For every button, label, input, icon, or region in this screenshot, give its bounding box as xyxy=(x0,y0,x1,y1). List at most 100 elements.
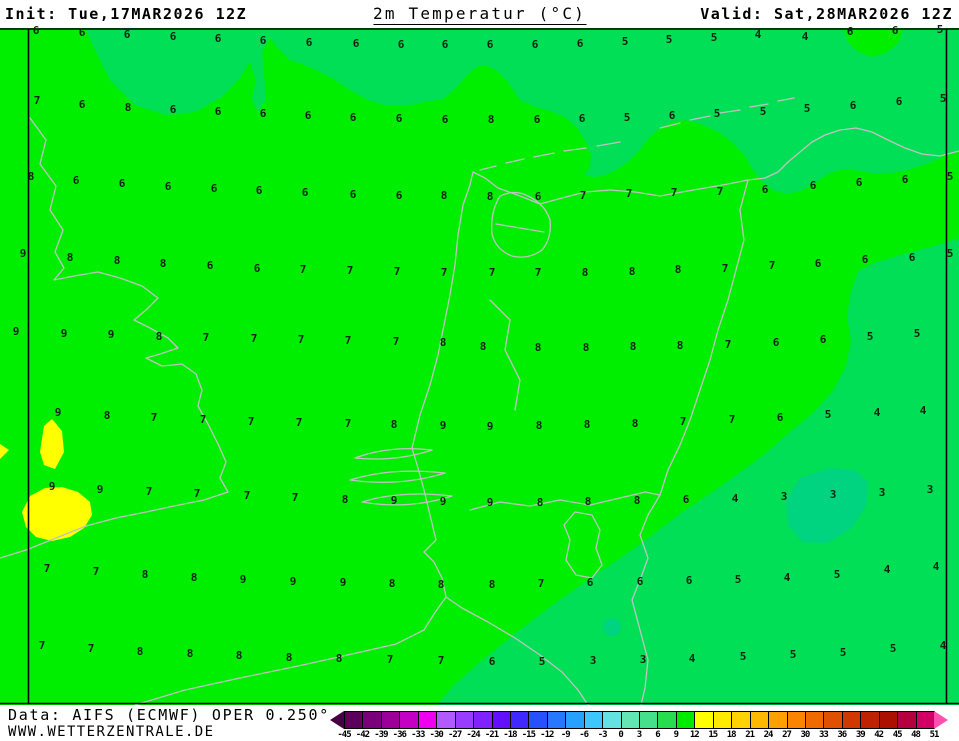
map-title: 2m Temperatur (°C) xyxy=(373,4,586,25)
colorbar-tick-label: -15 xyxy=(521,730,536,740)
ijsselmeer-lake xyxy=(491,191,551,258)
colorbar-box xyxy=(491,711,511,729)
colorbar-tick-label: 15 xyxy=(708,730,718,740)
init-time-label: Init: Tue,17MAR2026 12Z xyxy=(5,5,248,23)
colorbar-tick-label: 48 xyxy=(911,730,921,740)
colorbar-tick-label: 6 xyxy=(655,730,660,740)
valid-time-label: Valid: Sat,28MAR2026 12Z xyxy=(700,5,953,23)
colorbar-box xyxy=(399,711,419,729)
warm-sliver-left-edge xyxy=(0,444,9,459)
colorbar-box xyxy=(639,711,659,729)
colorbar-tick-label: -6 xyxy=(579,730,589,740)
delta-island-3 xyxy=(361,493,453,506)
colorbar-box xyxy=(473,711,493,729)
colorbar-box xyxy=(731,711,751,729)
colorbar-tick-label: 21 xyxy=(745,730,755,740)
colorbar-box xyxy=(528,711,548,729)
netherlands-germany-border xyxy=(659,179,749,496)
colorbar-tick-label: -3 xyxy=(597,730,608,740)
colorbar-tick-label: 18 xyxy=(726,730,737,740)
temperature-map xyxy=(0,28,959,705)
map-frame xyxy=(0,28,959,705)
colorbar-box xyxy=(583,711,604,729)
geography-lines xyxy=(0,97,959,705)
colorbar-box xyxy=(362,711,382,729)
colorbar-tick-label: -45 xyxy=(337,730,351,740)
coolest-patch-east xyxy=(786,468,868,543)
uk-coastline xyxy=(0,117,229,559)
colorbar-box xyxy=(454,711,475,729)
colorbar-box xyxy=(380,711,401,729)
temperature-colorbar: -45 -42 -39 -36 -33 -30 -27 -24 -21 -18 -15 -12 -9 -6… xyxy=(330,710,955,741)
colorbar-tick-label: -27 xyxy=(447,730,462,740)
warm-patch-uk-2 xyxy=(22,487,92,541)
colorbar-tick-label: 0 xyxy=(618,730,623,740)
data-source-label: Data: AIFS (ECMWF) OPER 0.250° xyxy=(8,706,330,724)
colorbar-box xyxy=(509,711,530,729)
colorbar-tick-label: 42 xyxy=(874,730,884,740)
colorbar-tick-label: -21 xyxy=(484,730,499,740)
colorbar-box xyxy=(694,711,714,729)
colorbar-box xyxy=(823,711,843,729)
colorbar-box xyxy=(675,711,696,729)
colorbar-right-arrow xyxy=(934,711,948,729)
colorbar-tick-label: -42 xyxy=(355,730,370,740)
colorbar-tick-label: -36 xyxy=(392,730,407,740)
colorbar-box xyxy=(897,711,917,729)
france-belgium-border xyxy=(445,596,589,705)
colorbar-box xyxy=(804,711,825,729)
colorbar-box xyxy=(417,711,438,729)
colorbar-box xyxy=(786,711,806,729)
colorbar-box xyxy=(768,711,788,729)
colorbar-tick-label: -18 xyxy=(503,730,517,740)
warm-patch-uk-1 xyxy=(40,419,64,469)
delta-island-1 xyxy=(354,448,433,460)
colorbar-tick-label: -12 xyxy=(540,730,554,740)
colorbar-tick-label: 39 xyxy=(855,730,866,740)
colorbar-box xyxy=(657,711,677,729)
colorbar-box xyxy=(344,711,364,729)
colorbar-left-arrow xyxy=(330,711,344,729)
colorbar-tick-label: -30 xyxy=(429,730,444,740)
colorbar-tick-label: 36 xyxy=(837,730,847,740)
french-coastline xyxy=(134,551,447,705)
colorbar-tick-label: 33 xyxy=(818,730,829,740)
mild-notch-northeast xyxy=(843,28,903,57)
map-graphic xyxy=(0,28,959,705)
colorbar-tick-label: 12 xyxy=(689,730,700,740)
coolest-dot-south xyxy=(603,618,621,636)
colorbar-tick-label: -24 xyxy=(466,730,480,740)
colorbar-tick-label: 24 xyxy=(763,730,774,740)
belgium-netherlands-border xyxy=(469,491,661,511)
colorbar-box xyxy=(841,711,862,729)
colorbar-box xyxy=(860,711,880,729)
cool-band-southeast xyxy=(437,238,959,705)
website-label: WWW.WETTERZENTRALE.DE xyxy=(8,724,215,740)
colorbar-box xyxy=(749,711,770,729)
colorbar-tick-label: -33 xyxy=(411,730,425,740)
colorbar-tick-label: 30 xyxy=(800,730,811,740)
colorbar-box xyxy=(878,711,899,729)
river-line xyxy=(489,299,521,411)
colorbar-box xyxy=(620,711,640,729)
colorbar-box xyxy=(546,711,567,729)
colorbar-tick-label: -39 xyxy=(374,730,388,740)
colorbar-box xyxy=(712,711,733,729)
colorbar-box xyxy=(436,711,456,729)
colorbar-box xyxy=(602,711,622,729)
colorbar-tick-label: 45 xyxy=(892,730,903,740)
luxembourg-border xyxy=(563,511,603,579)
colorbar-tick-label: 27 xyxy=(782,730,792,740)
cool-band-north xyxy=(85,28,959,194)
colorbar-tick-label: -9 xyxy=(560,730,571,740)
wadden-islands xyxy=(479,97,795,171)
colorbar-tick-label: 9 xyxy=(673,730,679,740)
colorbar-tick-label: 51 xyxy=(929,730,940,740)
colorbar-box xyxy=(915,711,935,729)
delta-island-2 xyxy=(349,470,446,483)
belgium-germany-border xyxy=(631,494,661,705)
dutch-coastline xyxy=(411,127,959,553)
colorbar-box xyxy=(565,711,585,729)
colorbar-tick-label: 3 xyxy=(636,730,642,740)
